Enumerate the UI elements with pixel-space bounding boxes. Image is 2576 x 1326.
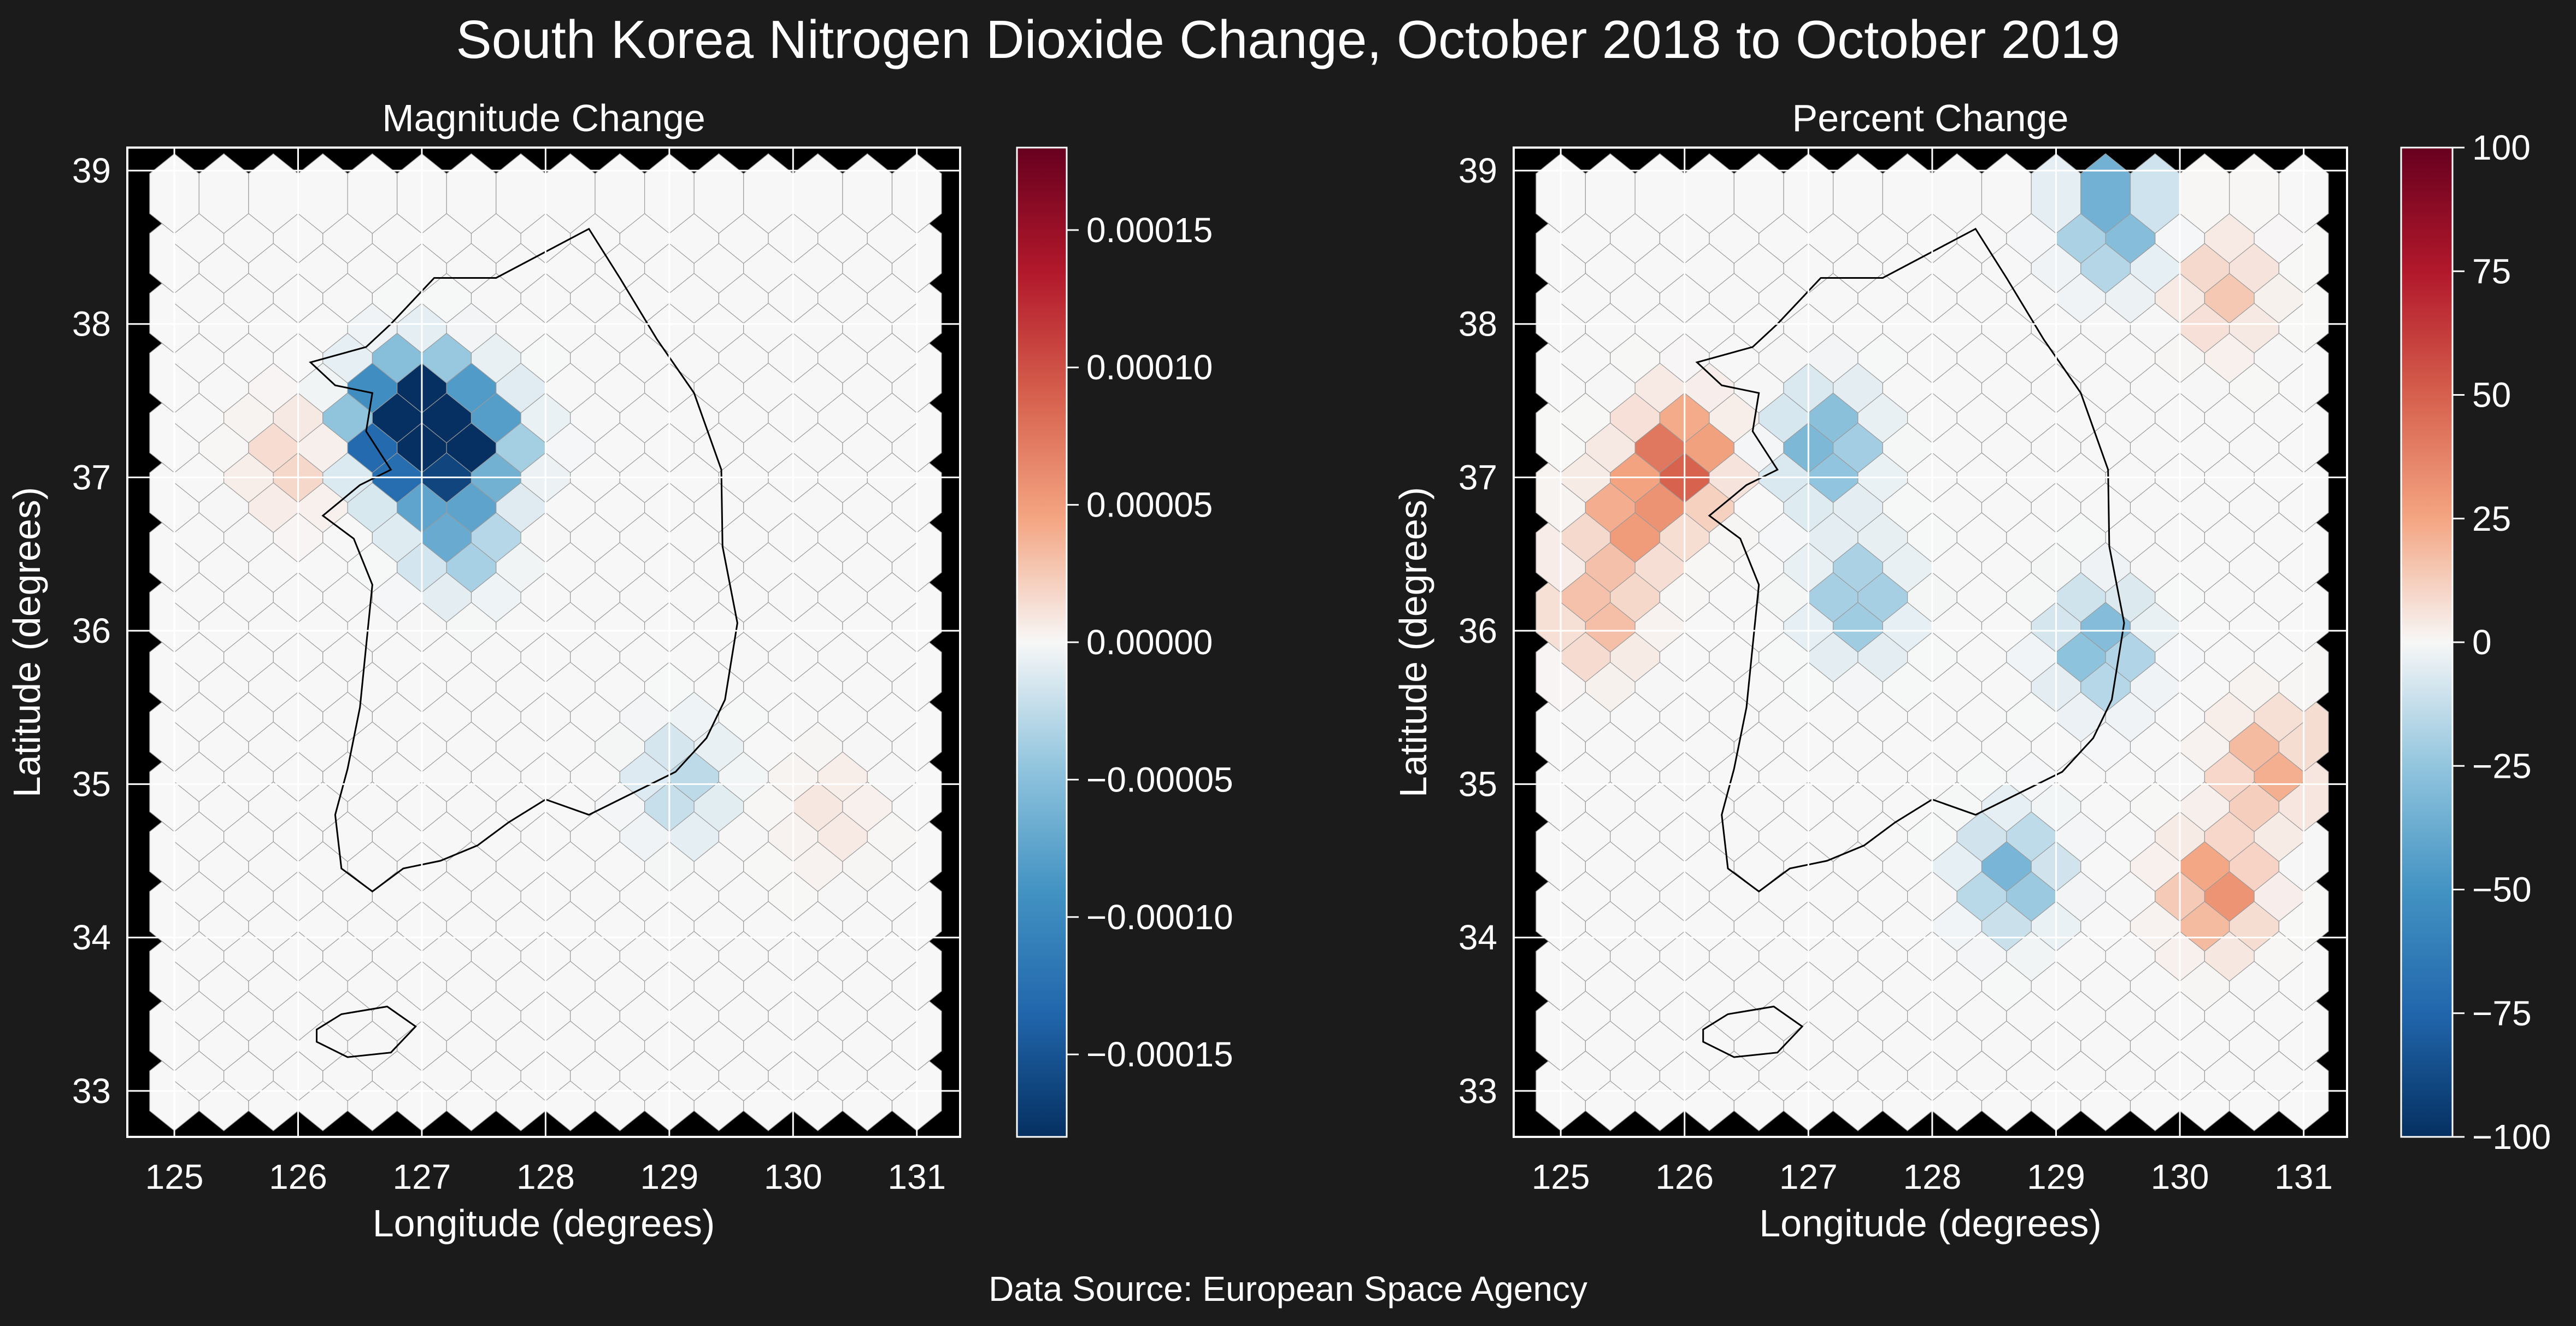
y-tick-label: 37 xyxy=(1458,457,1497,497)
jeju-coastline xyxy=(316,1005,417,1058)
y-tick-label: 37 xyxy=(72,457,111,497)
colorbar-tick-label: −0.00015 xyxy=(1086,1035,1233,1074)
colorbar-tick-label: 0.00010 xyxy=(1086,348,1213,387)
y-tick-label: 39 xyxy=(1458,151,1497,190)
x-tick-label: 125 xyxy=(145,1157,204,1196)
grid-lines xyxy=(127,148,960,1137)
y-tick-label: 36 xyxy=(1458,611,1497,650)
x-tick-label: 130 xyxy=(2151,1157,2209,1196)
percent-change-panel: 125 126 127 128 129 130 131 33 34 35 36 37 38 39 Longi… xyxy=(1392,97,2551,1245)
x-tick-label: 129 xyxy=(640,1157,698,1196)
colorbar-tick-label: 75 xyxy=(2472,251,2511,291)
grid-lines xyxy=(1514,148,2347,1137)
panel-title: Magnitude Change xyxy=(382,97,705,139)
korea-coastline xyxy=(1695,227,2125,893)
jeju-coastline xyxy=(1702,1005,1804,1058)
axes-frame xyxy=(126,146,961,1138)
colorbar-tick-label: −0.00010 xyxy=(1086,897,1233,937)
colorbar-tick-label: −25 xyxy=(2472,746,2532,785)
korea-coastline xyxy=(309,227,738,893)
x-tick-label: 131 xyxy=(2274,1157,2333,1196)
y-tick-label: 35 xyxy=(72,765,111,804)
x-tick-label: 128 xyxy=(1903,1157,1962,1196)
x-tick-label: 127 xyxy=(1779,1157,1838,1196)
colorbar-tick-label: −75 xyxy=(2472,994,2532,1033)
y-tick-label: 39 xyxy=(72,151,111,190)
hexbin-layer xyxy=(149,153,942,1131)
y-axis-label: Latitude (degrees) xyxy=(5,487,48,797)
figure-title: South Korea Nitrogen Dioxide Change, Oct… xyxy=(456,9,2120,69)
panel-title: Percent Change xyxy=(1792,97,2069,139)
y-tick-label: 36 xyxy=(72,611,111,650)
colorbar-tick-label: 0.00000 xyxy=(1086,623,1213,662)
x-axis-label: Longitude (degrees) xyxy=(1759,1202,2102,1245)
y-tick-label: 33 xyxy=(72,1071,111,1111)
colorbar-tick-label: −0.00005 xyxy=(1086,760,1233,799)
colorbar-tick-label: 0.00005 xyxy=(1086,485,1213,525)
x-tick-label: 125 xyxy=(1532,1157,1590,1196)
data-source-note: Data Source: European Space Agency xyxy=(989,1269,1587,1309)
y-tick-label: 34 xyxy=(72,918,111,957)
y-tick-label: 38 xyxy=(72,304,111,344)
x-tick-label: 130 xyxy=(764,1157,822,1196)
colorbar-tick-label: 100 xyxy=(2472,128,2531,167)
colorbar-tick-label: 0 xyxy=(2472,623,2492,662)
colorbar-tick-label: 0.00015 xyxy=(1086,210,1213,250)
x-tick-label: 126 xyxy=(269,1157,327,1196)
colorbar-tick-label: −100 xyxy=(2472,1117,2551,1157)
colorbar: 0.00015 0.00010 0.00005 0.00000 −0.00005 −0.0… xyxy=(1016,146,1233,1138)
y-tick-label: 35 xyxy=(1458,765,1497,804)
colorbar-gradient xyxy=(2400,146,2454,1138)
x-tick-label: 128 xyxy=(516,1157,575,1196)
magnitude-change-panel: 125 126 127 128 129 130 131 33 34 35 36 37 38 39 Longi… xyxy=(5,97,1233,1245)
y-axis-label: Latitude (degrees) xyxy=(1392,487,1434,797)
colorbar: 100 75 50 25 0 −25 −50 −75 −100 xyxy=(2400,128,2551,1157)
x-tick-label: 126 xyxy=(1655,1157,1714,1196)
x-tick-label: 129 xyxy=(2027,1157,2085,1196)
x-tick-label: 131 xyxy=(887,1157,946,1196)
colorbar-tick-label: −50 xyxy=(2472,870,2532,910)
colorbar-tick-label: 25 xyxy=(2472,499,2511,538)
x-axis-label: Longitude (degrees) xyxy=(373,1202,715,1245)
axes-frame xyxy=(1513,146,2348,1138)
y-tick-label: 38 xyxy=(1458,304,1497,344)
x-tick-label: 127 xyxy=(393,1157,451,1196)
y-tick-label: 34 xyxy=(1458,918,1497,957)
y-tick-label: 33 xyxy=(1458,1071,1497,1111)
colorbar-gradient xyxy=(1016,146,1068,1138)
colorbar-tick-label: 50 xyxy=(2472,375,2511,415)
